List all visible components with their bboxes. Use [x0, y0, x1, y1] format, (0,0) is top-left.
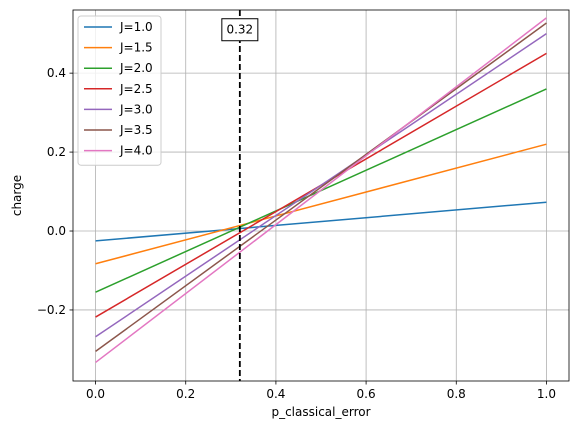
- x-tick-label: 0.6: [357, 387, 376, 401]
- plot-frame: [72, 9, 570, 382]
- x-tick-label: 1.0: [537, 387, 556, 401]
- annotation-box: [221, 18, 259, 42]
- y-tick-label: 0.2: [47, 145, 66, 159]
- series-lines: [95, 17, 547, 364]
- ticks: 0.0 0.2 0.4 0.6 0.8 1.0 −0.2 0.0 0.2 0.4: [37, 66, 556, 401]
- legend-label-3: J=2.5: [119, 82, 153, 96]
- legend-label-0: J=1.0: [119, 20, 153, 34]
- x-tick-label: 0.4: [266, 387, 285, 401]
- legend-label-5: J=3.5: [119, 123, 153, 137]
- annotation-text: 0.32: [226, 23, 253, 37]
- legend: J=1.0 J=1.5 J=2.0 J=2.5 J=3.0 J=3.5 J=4.0: [77, 15, 162, 166]
- x-tick-label: 0.2: [176, 387, 195, 401]
- grid: [73, 10, 569, 381]
- y-axis-label: charge: [10, 175, 24, 216]
- legend-label-1: J=1.5: [119, 41, 153, 55]
- series-line-1: [95, 143, 547, 265]
- y-tick-label: 0.0: [47, 224, 66, 238]
- series-line-0: [95, 201, 547, 242]
- annotation: 0.32: [221, 18, 259, 42]
- legend-box: [77, 15, 162, 166]
- legend-label-6: J=4.0: [119, 144, 153, 158]
- y-tick-label: 0.4: [47, 66, 66, 80]
- x-tick-label: 0.8: [447, 387, 466, 401]
- x-tick-label: 0.0: [86, 387, 105, 401]
- y-tick-label: −0.2: [37, 303, 66, 317]
- legend-label-2: J=2.0: [119, 61, 153, 75]
- x-axis-label: p_classical_error: [271, 405, 370, 419]
- series-line-4: [95, 33, 547, 338]
- legend-label-4: J=3.0: [119, 102, 153, 116]
- series-line-5: [95, 22, 547, 353]
- series-line-6: [95, 17, 547, 364]
